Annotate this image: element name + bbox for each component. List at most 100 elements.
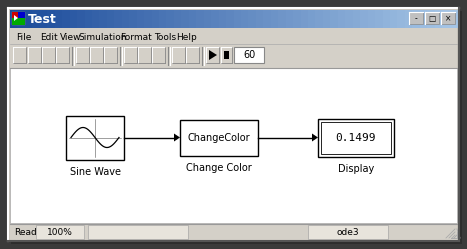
Text: ChangeColor: ChangeColor	[188, 132, 250, 142]
Bar	[219, 10, 226, 28]
Bar	[450, 10, 458, 28]
Bar	[301, 10, 309, 28]
Text: ×: ×	[445, 14, 451, 23]
Bar	[114, 10, 122, 28]
Bar	[47, 10, 55, 28]
Bar	[18, 12, 25, 19]
Bar	[293, 10, 301, 28]
Bar	[122, 10, 130, 28]
Bar	[196, 10, 204, 28]
Bar	[10, 28, 457, 44]
Text: Format: Format	[120, 33, 152, 42]
Bar	[186, 47, 199, 63]
Text: □: □	[428, 14, 436, 23]
Bar	[36, 225, 84, 239]
Bar	[12, 12, 25, 25]
Bar	[90, 47, 103, 63]
Bar	[88, 225, 188, 239]
Bar	[420, 10, 428, 28]
Bar	[159, 10, 167, 28]
Bar	[107, 10, 115, 28]
Bar	[85, 10, 92, 28]
Bar	[77, 10, 85, 28]
Bar	[92, 10, 100, 28]
Bar	[12, 12, 19, 19]
Bar	[189, 10, 197, 28]
Bar	[55, 10, 63, 28]
Bar	[330, 10, 338, 28]
Bar	[166, 10, 174, 28]
Bar	[323, 10, 331, 28]
Bar	[13, 47, 26, 63]
Bar	[248, 10, 256, 28]
Polygon shape	[14, 15, 18, 21]
Bar	[224, 51, 229, 59]
Text: Sine Wave: Sine Wave	[70, 167, 120, 177]
Bar	[62, 10, 70, 28]
Bar	[405, 10, 413, 28]
Bar	[181, 10, 189, 28]
Bar	[174, 10, 182, 28]
Bar	[10, 68, 457, 223]
Bar	[137, 10, 145, 28]
Bar	[10, 224, 457, 240]
Bar	[76, 47, 89, 63]
Bar	[382, 10, 390, 28]
Bar	[427, 10, 435, 28]
Bar	[221, 47, 232, 63]
Bar	[144, 10, 152, 28]
Bar	[129, 10, 137, 28]
Bar	[278, 10, 286, 28]
Bar	[56, 47, 69, 63]
Bar	[10, 10, 18, 28]
Bar	[40, 10, 48, 28]
Polygon shape	[174, 133, 180, 141]
Text: -: -	[415, 14, 417, 23]
Bar	[442, 10, 450, 28]
Bar	[211, 10, 219, 28]
Bar	[318, 119, 394, 157]
Text: Simulation: Simulation	[78, 33, 127, 42]
Text: Display: Display	[338, 164, 374, 174]
Bar	[32, 10, 40, 28]
Bar	[241, 10, 249, 28]
Bar	[234, 47, 264, 63]
Text: Test: Test	[28, 12, 57, 25]
Bar	[435, 10, 443, 28]
Bar	[17, 10, 25, 28]
Bar	[12, 18, 25, 25]
Bar	[204, 10, 212, 28]
Text: Change Color: Change Color	[186, 163, 252, 173]
Bar	[138, 47, 151, 63]
Bar	[315, 10, 324, 28]
Text: Tools: Tools	[154, 33, 176, 42]
Bar	[338, 10, 346, 28]
Bar	[441, 12, 455, 24]
Bar	[28, 47, 41, 63]
Bar	[70, 10, 78, 28]
Bar	[124, 47, 137, 63]
Bar	[66, 116, 124, 160]
Bar	[256, 10, 264, 28]
Text: 0.1499: 0.1499	[336, 132, 376, 142]
Bar	[226, 10, 234, 28]
Bar	[409, 12, 423, 24]
Bar	[172, 47, 185, 63]
Bar	[368, 10, 375, 28]
Bar	[152, 10, 160, 28]
Text: 60: 60	[243, 50, 255, 60]
Text: File: File	[16, 33, 31, 42]
Text: Edit: Edit	[40, 33, 57, 42]
Bar	[10, 44, 457, 68]
Bar	[425, 12, 439, 24]
Bar	[397, 10, 405, 28]
Polygon shape	[312, 133, 318, 141]
Bar	[360, 10, 368, 28]
Bar	[104, 47, 117, 63]
Text: 100%: 100%	[47, 228, 73, 237]
Text: ode3: ode3	[337, 228, 359, 237]
Bar	[308, 225, 388, 239]
Bar	[412, 10, 420, 28]
Bar	[375, 10, 383, 28]
Text: Read: Read	[14, 228, 37, 237]
